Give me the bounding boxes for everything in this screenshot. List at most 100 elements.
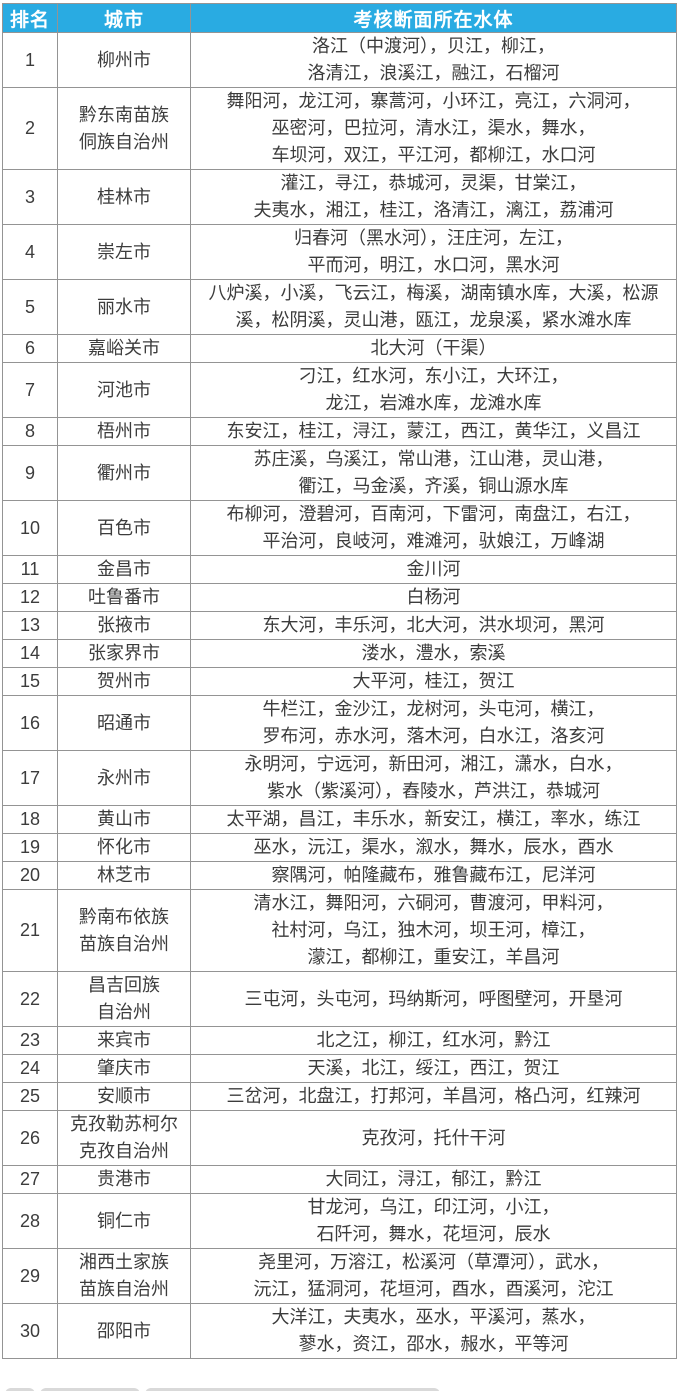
rank-cell: 9	[2, 445, 58, 501]
table-row: 13 张掖市 东大河，丰乐河，北大河，洪水坝河，黑河	[2, 611, 677, 640]
rank-cell: 22	[2, 971, 58, 1027]
table-row: 3 桂林市 灌江，寻江，恭城河，灵渠，甘棠江， 夫夷水，湘江，桂江，洛清江，漓江，荔…	[2, 169, 677, 225]
city-cell: 肇庆市	[57, 1054, 191, 1083]
city-cell: 来宾市	[57, 1026, 191, 1055]
waterbodies-cell: 刁江，红水河，东小江，大环江， 龙江，岩滩水库，龙滩水库	[190, 362, 677, 418]
waterbodies-cell: 舞阳河，龙江河，寨蒿河，小环江，亮江，六洞河， 巫密河，巴拉河，清水江，渠水，舞…	[190, 87, 677, 170]
table-row: 28 铜仁市 甘龙河，乌江，印江河，小江， 石阡河，舞水，花垣河，辰水	[2, 1193, 677, 1249]
city-cell: 邵阳市	[57, 1303, 191, 1359]
waterbodies-cell: 北之江，柳江，红水河，黔江	[190, 1026, 677, 1055]
table-row: 22 昌吉回族 自治州 三屯河，头屯河，玛纳斯河，呼图壁河，开垦河	[2, 971, 677, 1027]
waterbodies-cell: 北大河（干渠）	[190, 334, 677, 363]
table-row: 12 吐鲁番市 白杨河	[2, 583, 677, 612]
city-cell: 林芝市	[57, 861, 191, 890]
table-row: 25 安顺市 三岔河，北盘江，打邦河，羊昌河，格凸河，红辣河	[2, 1082, 677, 1111]
rank-cell: 21	[2, 889, 58, 972]
city-cell: 昌吉回族 自治州	[57, 971, 191, 1027]
table-row: 24 肇庆市 天溪，北江，绥江，西江，贺江	[2, 1054, 677, 1083]
city-cell: 吐鲁番市	[57, 583, 191, 612]
cropped-bottom-element	[145, 1388, 440, 1391]
table-row: 14 张家界市 溇水，澧水，索溪	[2, 639, 677, 668]
city-cell: 张家界市	[57, 639, 191, 668]
table-row: 27 贵港市 大同江，浔江，郁江，黔江	[2, 1165, 677, 1194]
rank-cell: 16	[2, 695, 58, 751]
waterbodies-cell: 溇水，澧水，索溪	[190, 639, 677, 668]
cropped-bottom-element	[40, 1388, 140, 1391]
table-row: 29 湘西土家族 苗族自治州 尧里河，万溶江，松溪河（草潭河），武水， 沅江，猛洞河…	[2, 1248, 677, 1304]
table-row: 2 黔东南苗族 侗族自治州 舞阳河，龙江河，寨蒿河，小环江，亮江，六洞河， 巫密河，…	[2, 87, 677, 170]
city-cell: 衢州市	[57, 445, 191, 501]
waterbodies-cell: 太平湖，昌江，丰乐水，新安江，横江，率水，练江	[190, 805, 677, 834]
rank-cell: 3	[2, 169, 58, 225]
rank-cell: 29	[2, 1248, 58, 1304]
table-row: 16 昭通市 牛栏江，金沙江，龙树河，头屯河，横江， 罗布河，赤水河，落木河，白水江…	[2, 695, 677, 751]
rank-cell: 14	[2, 639, 58, 668]
waterbodies-cell: 大洋江，夫夷水，巫水，平溪河，蒸水， 蓼水，资江，邵水，赧水，平等河	[190, 1303, 677, 1359]
waterbodies-cell: 金川河	[190, 555, 677, 584]
table-row: 26 克孜勒苏柯尔 克孜自治州 克孜河，托什干河	[2, 1110, 677, 1166]
city-cell: 梧州市	[57, 417, 191, 446]
waterbodies-cell: 牛栏江，金沙江，龙树河，头屯河，横江， 罗布河，赤水河，落木河，白水江，洛亥河	[190, 695, 677, 751]
waterbodies-cell: 甘龙河，乌江，印江河，小江， 石阡河，舞水，花垣河，辰水	[190, 1193, 677, 1249]
table-row: 6 嘉峪关市 北大河（干渠）	[2, 334, 677, 363]
city-cell: 克孜勒苏柯尔 克孜自治州	[57, 1110, 191, 1166]
waterbodies-cell: 三屯河，头屯河，玛纳斯河，呼图壁河，开垦河	[190, 971, 677, 1027]
table-row: 20 林芝市 察隅河，帕隆藏布，雅鲁藏布江，尼洋河	[2, 861, 677, 890]
waterbodies-cell: 尧里河，万溶江，松溪河（草潭河），武水， 沅江，猛洞河，花垣河，酉水，酉溪河，沱…	[190, 1248, 677, 1304]
table-row: 21 黔南布依族 苗族自治州 清水江，舞阳河，六硐河，曹渡河，甲料河， 社村河，乌江…	[2, 889, 677, 972]
waterbodies-cell: 天溪，北江，绥江，西江，贺江	[190, 1054, 677, 1083]
waterbodies-cell: 布柳河，澄碧河，百南河，下雷河，南盘江，右江， 平治河，良岐河，难滩河，驮娘江，…	[190, 500, 677, 556]
rank-cell: 26	[2, 1110, 58, 1166]
rank-cell: 24	[2, 1054, 58, 1083]
city-cell: 嘉峪关市	[57, 334, 191, 363]
rank-cell: 20	[2, 861, 58, 890]
rank-cell: 17	[2, 750, 58, 806]
cropped-bottom-element	[5, 1388, 35, 1391]
city-cell: 柳州市	[57, 32, 191, 88]
city-cell: 铜仁市	[57, 1193, 191, 1249]
rank-cell: 11	[2, 555, 58, 584]
waterbodies-cell: 灌江，寻江，恭城河，灵渠，甘棠江， 夫夷水，湘江，桂江，洛清江，漓江，荔浦河	[190, 169, 677, 225]
city-cell: 黄山市	[57, 805, 191, 834]
waterbodies-cell: 大平河，桂江，贺江	[190, 667, 677, 696]
table-row: 30 邵阳市 大洋江，夫夷水，巫水，平溪河，蒸水， 蓼水，资江，邵水，赧水，平等河	[2, 1303, 677, 1359]
table-row: 17 永州市 永明河，宁远河，新田河，湘江，潇水，白水， 紫水（紫溪河），舂陵水，芦…	[2, 750, 677, 806]
waterbodies-cell: 东大河，丰乐河，北大河，洪水坝河，黑河	[190, 611, 677, 640]
table-row: 18 黄山市 太平湖，昌江，丰乐水，新安江，横江，率水，练江	[2, 805, 677, 834]
waterbodies-cell: 克孜河，托什干河	[190, 1110, 677, 1166]
table-row: 4 崇左市 归春河（黑水河），汪庄河，左江， 平而河，明江，水口河，黑水河	[2, 224, 677, 280]
rank-cell: 7	[2, 362, 58, 418]
city-cell: 桂林市	[57, 169, 191, 225]
rank-cell: 13	[2, 611, 58, 640]
waterbodies-cell: 清水江，舞阳河，六硐河，曹渡河，甲料河， 社村河，乌江，独木河，坝王河，樟江， …	[190, 889, 677, 972]
table-row: 9 衢州市 苏庄溪，乌溪江，常山港，江山港，灵山港， 衢江，马金溪，齐溪，铜山源水库	[2, 445, 677, 501]
city-cell: 贺州市	[57, 667, 191, 696]
city-cell: 湘西土家族 苗族自治州	[57, 1248, 191, 1304]
rank-cell: 10	[2, 500, 58, 556]
table-row: 19 怀化市 巫水，沅江，渠水，溆水，舞水，辰水，酉水	[2, 833, 677, 862]
waterbodies-cell: 察隅河，帕隆藏布，雅鲁藏布江，尼洋河	[190, 861, 677, 890]
rank-cell: 18	[2, 805, 58, 834]
rank-cell: 5	[2, 279, 58, 335]
city-cell: 贵港市	[57, 1165, 191, 1194]
rank-cell: 2	[2, 87, 58, 170]
waterbodies-cell: 巫水，沅江，渠水，溆水，舞水，辰水，酉水	[190, 833, 677, 862]
city-cell: 河池市	[57, 362, 191, 418]
rank-cell: 28	[2, 1193, 58, 1249]
table-row: 8 梧州市 东安江，桂江，浔江，蒙江，西江，黄华江，义昌江	[2, 417, 677, 446]
table-row: 1 柳州市 洛江（中渡河），贝江，柳江， 洛清江，浪溪江，融江，石榴河	[2, 32, 677, 88]
table-row: 23 来宾市 北之江，柳江，红水河，黔江	[2, 1026, 677, 1055]
city-cell: 百色市	[57, 500, 191, 556]
rank-cell: 19	[2, 833, 58, 862]
city-cell: 安顺市	[57, 1082, 191, 1111]
city-cell: 昭通市	[57, 695, 191, 751]
rank-cell: 23	[2, 1026, 58, 1055]
waterbodies-cell: 永明河，宁远河，新田河，湘江，潇水，白水， 紫水（紫溪河），舂陵水，芦洪江，恭城…	[190, 750, 677, 806]
rank-cell: 4	[2, 224, 58, 280]
waterbodies-cell: 大同江，浔江，郁江，黔江	[190, 1165, 677, 1194]
city-cell: 黔东南苗族 侗族自治州	[57, 87, 191, 170]
rank-cell: 15	[2, 667, 58, 696]
rank-cell: 12	[2, 583, 58, 612]
table-row: 15 贺州市 大平河，桂江，贺江	[2, 667, 677, 696]
column-header-waterbodies: 考核断面所在水体	[190, 3, 677, 33]
